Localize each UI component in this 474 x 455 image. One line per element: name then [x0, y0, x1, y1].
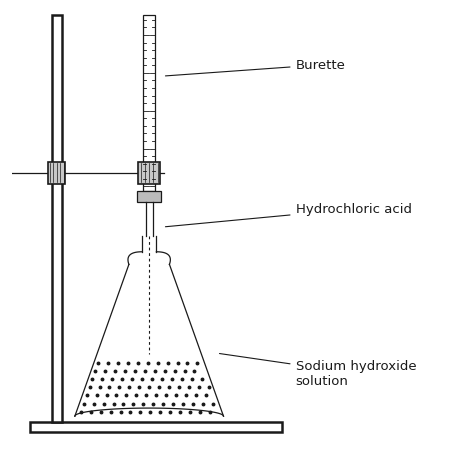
Bar	[30, 423, 282, 432]
Text: Sodium hydroxide
solution: Sodium hydroxide solution	[219, 354, 416, 388]
Text: Hydrochloric acid: Hydrochloric acid	[165, 203, 411, 227]
Bar	[52, 16, 62, 423]
Bar	[138, 162, 160, 185]
Bar	[143, 16, 155, 192]
Bar	[137, 192, 161, 203]
Text: Burette: Burette	[165, 59, 346, 77]
Bar	[48, 162, 65, 185]
